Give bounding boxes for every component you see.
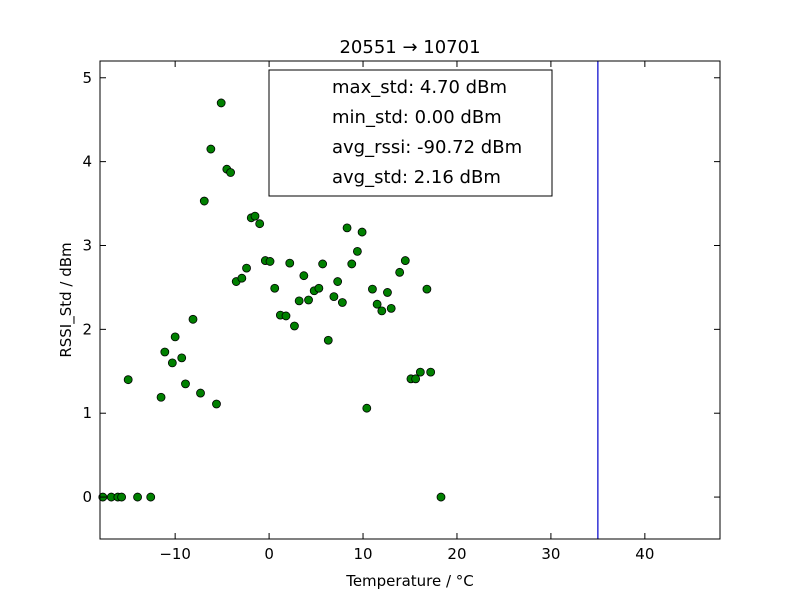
data-point	[372, 299, 382, 309]
data-point	[281, 311, 291, 321]
data-point	[170, 332, 180, 342]
data-point	[368, 284, 377, 294]
plot-frame	[99, 60, 721, 540]
data-point	[117, 492, 127, 502]
y-tick-label: 4	[82, 153, 92, 171]
data-point	[226, 168, 235, 177]
x-axis-label: Temperature / °C	[345, 572, 474, 590]
annotation-avg-std: avg_std: 2.16 dBm	[332, 167, 501, 188]
y-axis-label: RSSI_Std / dBm	[57, 242, 76, 357]
data-point	[133, 492, 142, 502]
data-point	[123, 375, 133, 385]
data-point	[167, 358, 177, 368]
y-tick-label: 1	[82, 404, 92, 422]
data-point	[294, 296, 304, 306]
x-axis-ticks: −10 0 10 20 30 40	[159, 61, 654, 563]
data-point	[362, 403, 372, 413]
annotation-max-std: max_std: 4.70 dBm	[332, 77, 507, 98]
x-tick-label: 40	[635, 545, 654, 563]
data-point	[206, 144, 216, 154]
x-tick-label: 0	[264, 545, 274, 563]
data-point	[255, 219, 265, 229]
annotation-min-std: min_std: 0.00 dBm	[332, 107, 502, 128]
y-tick-label: 0	[82, 488, 92, 506]
annotation-box-frame	[268, 69, 553, 197]
data-point	[415, 367, 425, 377]
data-point	[422, 284, 432, 294]
data-point	[323, 335, 333, 345]
data-point	[181, 379, 190, 389]
data-point	[156, 392, 166, 402]
x-tick-label: −10	[159, 545, 191, 563]
annotation-avg-rssi: avg_rssi: -90.72 dBm	[332, 137, 522, 158]
chart-title: 20551 → 10701	[339, 37, 480, 58]
data-point	[314, 283, 324, 293]
data-point	[304, 295, 313, 305]
data-point	[177, 353, 187, 363]
data-point	[400, 256, 410, 265]
data-point	[237, 273, 247, 283]
data-point	[347, 259, 357, 269]
data-point	[342, 223, 352, 233]
data-point	[199, 196, 209, 206]
data-point	[352, 246, 362, 256]
annotation-box: max_std: 4.70 dBm min_std: 0.00 dBm avg_…	[268, 69, 553, 197]
y-tick-label: 5	[82, 69, 92, 87]
data-point	[318, 259, 328, 269]
data-point	[333, 277, 343, 286]
data-point	[299, 271, 309, 281]
data-point	[386, 303, 396, 313]
data-points	[98, 98, 446, 502]
y-tick-label: 2	[82, 320, 92, 338]
data-point	[337, 298, 347, 307]
data-point	[411, 374, 421, 384]
data-point	[196, 388, 205, 398]
data-point	[290, 321, 299, 331]
x-tick-label: 20	[447, 545, 466, 563]
y-axis-ticks: 0 1 2 3 4 5	[82, 69, 720, 506]
data-point	[426, 367, 436, 377]
x-tick-label: 30	[541, 545, 560, 563]
data-point	[216, 98, 226, 108]
data-point	[383, 288, 392, 297]
data-point	[250, 211, 260, 221]
data-point	[270, 283, 280, 293]
data-point	[212, 399, 221, 409]
data-point	[329, 292, 339, 302]
data-point	[436, 492, 446, 502]
data-point	[285, 258, 295, 268]
data-point	[265, 257, 275, 266]
data-point	[377, 306, 387, 316]
data-point	[395, 267, 405, 277]
data-point	[357, 227, 367, 237]
data-point	[146, 492, 156, 502]
data-point	[188, 314, 198, 324]
x-tick-label: 10	[353, 545, 372, 563]
data-point	[242, 263, 251, 273]
data-point	[160, 347, 170, 357]
y-tick-label: 3	[82, 236, 92, 254]
